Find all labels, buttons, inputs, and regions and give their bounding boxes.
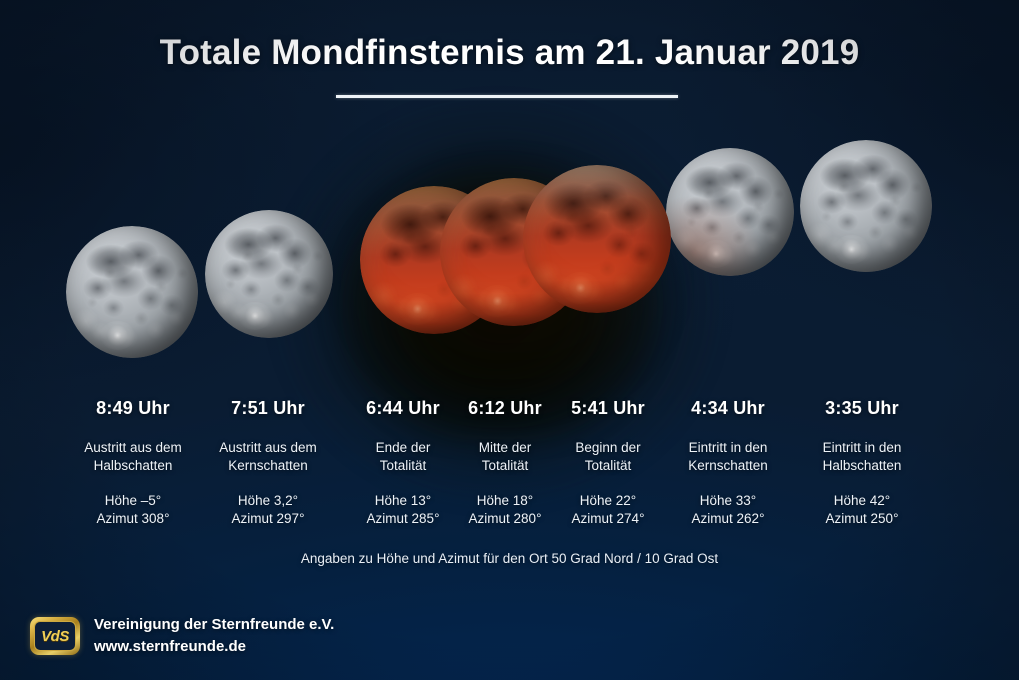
phase-event: Eintritt in den Halbschatten bbox=[792, 439, 932, 475]
phase-altitude: Höhe 33° bbox=[699, 493, 757, 508]
moon-disc-8-49-uhr bbox=[66, 226, 198, 358]
phase-azimuth: Azimut 297° bbox=[231, 511, 305, 526]
moon-edge bbox=[205, 210, 333, 338]
vds-logo-icon: VdS bbox=[30, 617, 80, 655]
phase-azimuth: Azimut 285° bbox=[366, 511, 440, 526]
phase-event-line2: Kernschatten bbox=[688, 458, 768, 473]
phase-event: Ende der Totalität bbox=[333, 439, 473, 475]
phase-azimuth: Azimut 274° bbox=[571, 511, 645, 526]
moon-disc-3-35-uhr bbox=[800, 140, 932, 272]
phase-event-line2: Halbschatten bbox=[93, 458, 173, 473]
phase-altitude: Höhe 22° bbox=[579, 493, 637, 508]
phase-event-line2: Totalität bbox=[584, 458, 632, 473]
phase-event-line1: Mitte der bbox=[478, 440, 532, 455]
phase-event: Austritt aus dem Kernschatten bbox=[198, 439, 338, 475]
phase-column-5: 5:41 Uhr Beginn der Totalität Höhe 22° Azimu… bbox=[538, 398, 678, 528]
phase-column-3: 6:44 Uhr Ende der Totalität Höhe 13° Azimut … bbox=[333, 398, 473, 528]
phase-event-line1: Austritt aus dem bbox=[84, 440, 182, 455]
vds-logo-text: VdS bbox=[41, 627, 69, 645]
phase-altitude: Höhe 18° bbox=[476, 493, 534, 508]
phase-event-line2: Kernschatten bbox=[228, 458, 308, 473]
phase-time: 5:41 Uhr bbox=[571, 398, 645, 418]
phase-azimuth: Azimut 262° bbox=[691, 511, 765, 526]
phase-values: Höhe 22° Azimut 274° bbox=[538, 492, 678, 528]
phase-event: Beginn der Totalität bbox=[538, 439, 678, 475]
phase-values: Höhe 18° Azimut 280° bbox=[435, 492, 575, 528]
phase-column-1: 8:49 Uhr Austritt aus dem Halbschatten Höhe… bbox=[63, 398, 203, 528]
phase-altitude: Höhe 3,2° bbox=[237, 493, 299, 508]
phase-time: 3:35 Uhr bbox=[825, 398, 899, 418]
moon-disc-4-34-uhr bbox=[666, 148, 794, 276]
phase-event-line1: Austritt aus dem bbox=[219, 440, 317, 455]
phase-event-line2: Totalität bbox=[379, 458, 427, 473]
phase-altitude: Höhe 42° bbox=[833, 493, 891, 508]
vds-logo-inner: VdS bbox=[34, 621, 76, 651]
phase-time: 7:51 Uhr bbox=[231, 398, 305, 418]
phase-altitude: Höhe 13° bbox=[374, 493, 432, 508]
footer: VdS Vereinigung der Sternfreunde e.V. ww… bbox=[30, 614, 334, 658]
phase-values: Höhe –5° Azimut 308° bbox=[63, 492, 203, 528]
moon-edge bbox=[66, 226, 198, 358]
phase-time: 8:49 Uhr bbox=[96, 398, 170, 418]
phase-column-7: 3:35 Uhr Eintritt in den Halbschatten Höhe … bbox=[792, 398, 932, 528]
phase-column-2: 7:51 Uhr Austritt aus dem Kernschatten Höhe… bbox=[198, 398, 338, 528]
website-url[interactable]: www.sternfreunde.de bbox=[94, 638, 246, 655]
phase-values: Höhe 33° Azimut 262° bbox=[658, 492, 798, 528]
phase-values: Höhe 13° Azimut 285° bbox=[333, 492, 473, 528]
moon-disc-7-51-uhr bbox=[205, 210, 333, 338]
phase-event: Eintritt in den Kernschatten bbox=[658, 439, 798, 475]
moon-disc-5-41-uhr bbox=[523, 165, 671, 313]
phase-column-4: 6:12 Uhr Mitte der Totalität Höhe 18° Azimut… bbox=[435, 398, 575, 528]
phase-event-line2: Halbschatten bbox=[822, 458, 902, 473]
phase-columns: 8:49 Uhr Austritt aus dem Halbschatten Höhe… bbox=[0, 398, 1019, 538]
moon-edge bbox=[666, 148, 794, 276]
phase-values: Höhe 42° Azimut 250° bbox=[792, 492, 932, 528]
phase-time: 6:12 Uhr bbox=[468, 398, 542, 418]
phase-time: 4:34 Uhr bbox=[691, 398, 765, 418]
phase-event: Austritt aus dem Halbschatten bbox=[63, 439, 203, 475]
phase-azimuth: Azimut 250° bbox=[825, 511, 899, 526]
organisation-name: Vereinigung der Sternfreunde e.V. bbox=[94, 616, 335, 633]
phase-values: Höhe 3,2° Azimut 297° bbox=[198, 492, 338, 528]
phase-event: Mitte der Totalität bbox=[435, 439, 575, 475]
phase-event-line1: Eintritt in den bbox=[822, 440, 902, 455]
phase-event-line1: Beginn der bbox=[575, 440, 641, 455]
phase-azimuth: Azimut 308° bbox=[96, 511, 170, 526]
phase-event-line1: Eintritt in den bbox=[688, 440, 768, 455]
footer-text: Vereinigung der Sternfreunde e.V. www.st… bbox=[94, 614, 334, 658]
phase-altitude: Höhe –5° bbox=[104, 493, 162, 508]
footnote: Angaben zu Höhe und Azimut für den Ort 5… bbox=[300, 551, 719, 566]
moon-edge bbox=[800, 140, 932, 272]
phase-column-6: 4:34 Uhr Eintritt in den Kernschatten Höhe … bbox=[658, 398, 798, 528]
phase-azimuth: Azimut 280° bbox=[468, 511, 542, 526]
moon-edge bbox=[523, 165, 671, 313]
phase-event-line2: Totalität bbox=[481, 458, 529, 473]
phase-time: 6:44 Uhr bbox=[366, 398, 440, 418]
phase-event-line1: Ende der bbox=[375, 440, 431, 455]
